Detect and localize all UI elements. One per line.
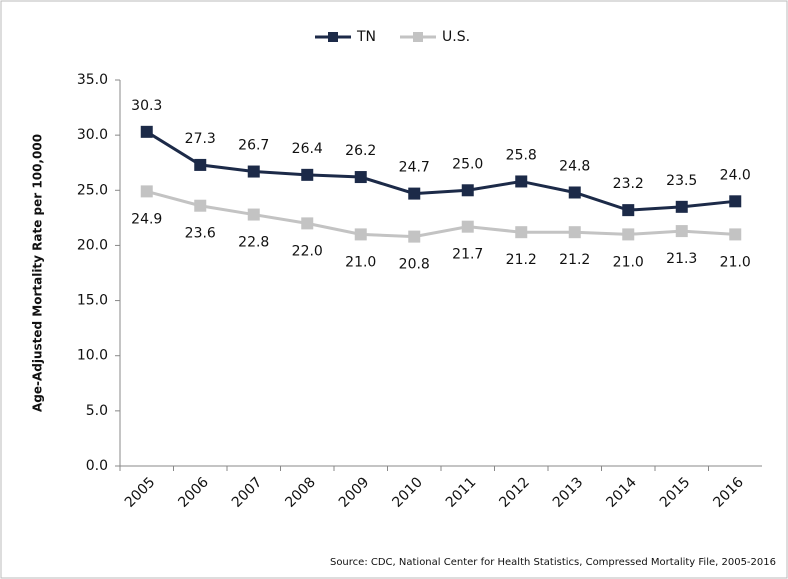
point-marker bbox=[568, 226, 581, 239]
data-label: 27.3 bbox=[185, 131, 216, 147]
data-label: 22.0 bbox=[292, 243, 323, 259]
point-marker bbox=[515, 175, 528, 188]
data-label: 26.4 bbox=[292, 141, 323, 157]
point-marker bbox=[408, 230, 421, 243]
y-tick-label: 5.0 bbox=[86, 403, 108, 419]
data-label: 26.2 bbox=[345, 143, 376, 159]
data-label: 24.8 bbox=[559, 158, 590, 174]
y-tick-label: 20.0 bbox=[77, 237, 108, 253]
data-label: 20.8 bbox=[399, 257, 430, 273]
point-marker bbox=[194, 199, 207, 212]
point-marker bbox=[408, 187, 421, 200]
point-marker bbox=[354, 171, 367, 184]
data-label: 30.3 bbox=[131, 98, 162, 114]
y-tick-label: 15.0 bbox=[77, 293, 108, 309]
point-marker bbox=[301, 168, 314, 181]
data-label: 25.0 bbox=[452, 156, 483, 172]
point-marker bbox=[622, 228, 635, 241]
point-marker bbox=[515, 226, 528, 239]
legend-marker bbox=[328, 32, 338, 42]
legend-label: TN bbox=[356, 29, 376, 45]
y-tick-label: 30.0 bbox=[77, 127, 108, 143]
point-marker bbox=[675, 225, 688, 238]
source-note: Source: CDC, National Center for Health … bbox=[330, 557, 776, 568]
y-axis-label: Age-Adjusted Mortality Rate per 100,000 bbox=[31, 134, 45, 412]
point-marker bbox=[194, 158, 207, 171]
data-label: 21.0 bbox=[613, 254, 644, 270]
point-marker bbox=[140, 185, 153, 198]
point-marker bbox=[354, 228, 367, 241]
data-label: 23.2 bbox=[613, 176, 644, 192]
point-marker bbox=[461, 220, 474, 233]
data-label: 21.3 bbox=[666, 251, 697, 267]
data-label: 21.2 bbox=[559, 252, 590, 268]
data-label: 26.7 bbox=[238, 138, 269, 154]
y-tick-label: 0.0 bbox=[86, 458, 108, 474]
y-tick-label: 35.0 bbox=[77, 72, 108, 88]
data-label: 21.0 bbox=[720, 254, 751, 270]
series-line bbox=[146, 189, 736, 239]
point-marker bbox=[729, 228, 742, 241]
series-line bbox=[145, 130, 736, 212]
point-marker bbox=[301, 217, 314, 230]
point-marker bbox=[461, 184, 474, 197]
legend-label: U.S. bbox=[442, 29, 470, 45]
data-label: 21.0 bbox=[345, 254, 376, 270]
point-marker bbox=[675, 200, 688, 213]
data-label: 23.6 bbox=[185, 226, 216, 242]
y-tick-label: 10.0 bbox=[77, 348, 108, 364]
data-label: 22.8 bbox=[238, 235, 269, 251]
legend-marker bbox=[413, 32, 423, 42]
y-tick-label: 25.0 bbox=[77, 182, 108, 198]
point-marker bbox=[140, 125, 153, 138]
data-label: 21.2 bbox=[506, 252, 537, 268]
point-marker bbox=[247, 208, 260, 221]
point-marker bbox=[568, 186, 581, 199]
point-marker bbox=[247, 165, 260, 178]
data-label: 24.9 bbox=[131, 211, 162, 227]
data-label: 21.7 bbox=[452, 247, 483, 263]
point-marker bbox=[729, 195, 742, 208]
point-marker bbox=[622, 204, 635, 217]
data-label: 25.8 bbox=[506, 147, 537, 163]
data-label: 23.5 bbox=[666, 173, 697, 189]
data-label: 24.7 bbox=[399, 160, 430, 176]
data-label: 24.0 bbox=[720, 167, 751, 183]
